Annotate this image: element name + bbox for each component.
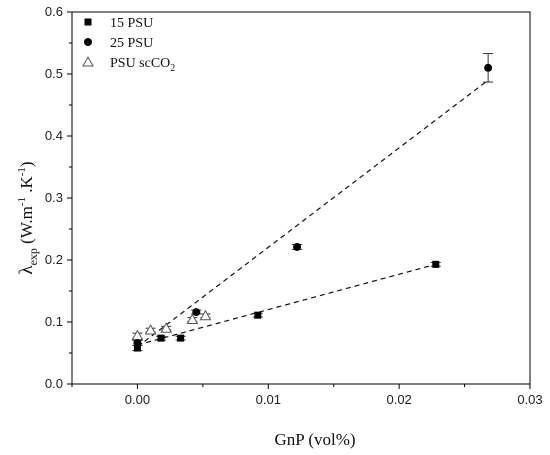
x-tick-label: 0.01 bbox=[256, 392, 281, 407]
marker-square bbox=[254, 311, 262, 319]
x-tick-label: 0.02 bbox=[386, 392, 411, 407]
y-tick-label: 0.5 bbox=[45, 66, 63, 81]
data-markers bbox=[131, 53, 494, 352]
marker-circle bbox=[84, 38, 92, 46]
y-axis-units-close: ) bbox=[17, 161, 36, 167]
y-tick-label: 0.2 bbox=[45, 252, 63, 267]
y-axis-subscript: exp bbox=[26, 248, 40, 265]
axis-ticks: 0.00 0.01 0.02 0.03 0.0 0.1 0.2 0.3 0.4 0.5 0.6 bbox=[45, 4, 543, 407]
marker-triangle bbox=[131, 329, 144, 341]
legend-label-main: PSU scCO bbox=[110, 56, 170, 71]
legend: 15 PSU 25 PSU PSU scCO2 bbox=[82, 16, 175, 74]
marker-triangle bbox=[160, 322, 173, 333]
marker-circle bbox=[293, 242, 302, 251]
y-tick-label: 0.4 bbox=[45, 128, 63, 143]
y-axis-units: (W.m bbox=[17, 206, 36, 248]
marker-triangle bbox=[199, 309, 212, 321]
legend-entry-label: 15 PSU bbox=[110, 16, 153, 31]
legend-entry-label: PSU scCO2 bbox=[110, 56, 175, 74]
marker-triangle bbox=[144, 324, 157, 335]
y-tick-label: 0.0 bbox=[45, 376, 63, 391]
marker-triangle bbox=[186, 313, 199, 325]
marker-triangle bbox=[82, 55, 94, 67]
y-axis-sup-1: -1 bbox=[16, 197, 28, 206]
marker-circle bbox=[484, 63, 493, 72]
marker-square bbox=[84, 18, 92, 26]
y-axis-sup-2: -1 bbox=[16, 167, 28, 176]
y-tick-label: 0.6 bbox=[45, 4, 63, 19]
marker-square bbox=[432, 260, 440, 268]
marker-square bbox=[157, 334, 165, 342]
y-axis-symbol: λ bbox=[16, 265, 37, 275]
legend-label-sub: 2 bbox=[170, 63, 175, 74]
legend-entry-label: 25 PSU bbox=[110, 36, 153, 51]
x-tick-label: 0.00 bbox=[125, 392, 150, 407]
marker-square bbox=[177, 334, 185, 342]
fit-line bbox=[137, 263, 436, 346]
y-tick-label: 0.1 bbox=[45, 314, 63, 329]
marker-square bbox=[133, 344, 141, 352]
x-axis-label: GnP (vol%) bbox=[274, 430, 355, 449]
marker-circle bbox=[133, 339, 142, 348]
y-axis-units-mid: .K bbox=[17, 176, 36, 198]
y-tick-label: 0.3 bbox=[45, 190, 63, 205]
marker-circle bbox=[192, 308, 201, 317]
fit-line bbox=[137, 79, 489, 348]
x-tick-label: 0.03 bbox=[517, 392, 542, 407]
fit-lines bbox=[137, 79, 489, 348]
y-axis-label: λexp (W.m-1 .K-1) bbox=[16, 161, 40, 274]
